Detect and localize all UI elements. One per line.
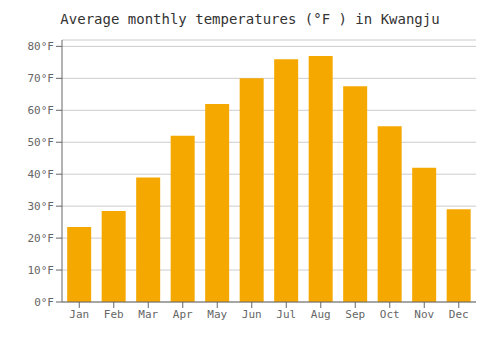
svg-text:20°F: 20°F (28, 232, 55, 245)
svg-text:60°F: 60°F (28, 104, 55, 117)
svg-text:50°F: 50°F (28, 136, 55, 149)
svg-text:40°F: 40°F (28, 168, 55, 181)
svg-text:Apr: Apr (173, 308, 193, 321)
svg-text:Jul: Jul (276, 308, 296, 321)
svg-text:10°F: 10°F (28, 264, 55, 277)
svg-text:Aug: Aug (311, 308, 331, 321)
svg-text:30°F: 30°F (28, 200, 55, 213)
svg-text:Nov: Nov (414, 308, 434, 321)
svg-text:Oct: Oct (380, 308, 400, 321)
svg-text:Jan: Jan (69, 308, 89, 321)
html-text:Average monthly temperatures (: Average monthly temperatures (°F ) in Kw… (60, 11, 440, 27)
svg-text:Jun: Jun (242, 308, 262, 321)
svg-text:Dec: Dec (449, 308, 469, 321)
svg-text:70°F: 70°F (28, 72, 55, 85)
svg-text:Feb: Feb (104, 308, 124, 321)
svg-text:80°F: 80°F (28, 40, 55, 53)
svg-text:0°F: 0°F (34, 296, 54, 309)
svg-text:Mar: Mar (138, 308, 158, 321)
svg-text:May: May (207, 308, 227, 321)
svg-text:Sep: Sep (345, 308, 365, 321)
